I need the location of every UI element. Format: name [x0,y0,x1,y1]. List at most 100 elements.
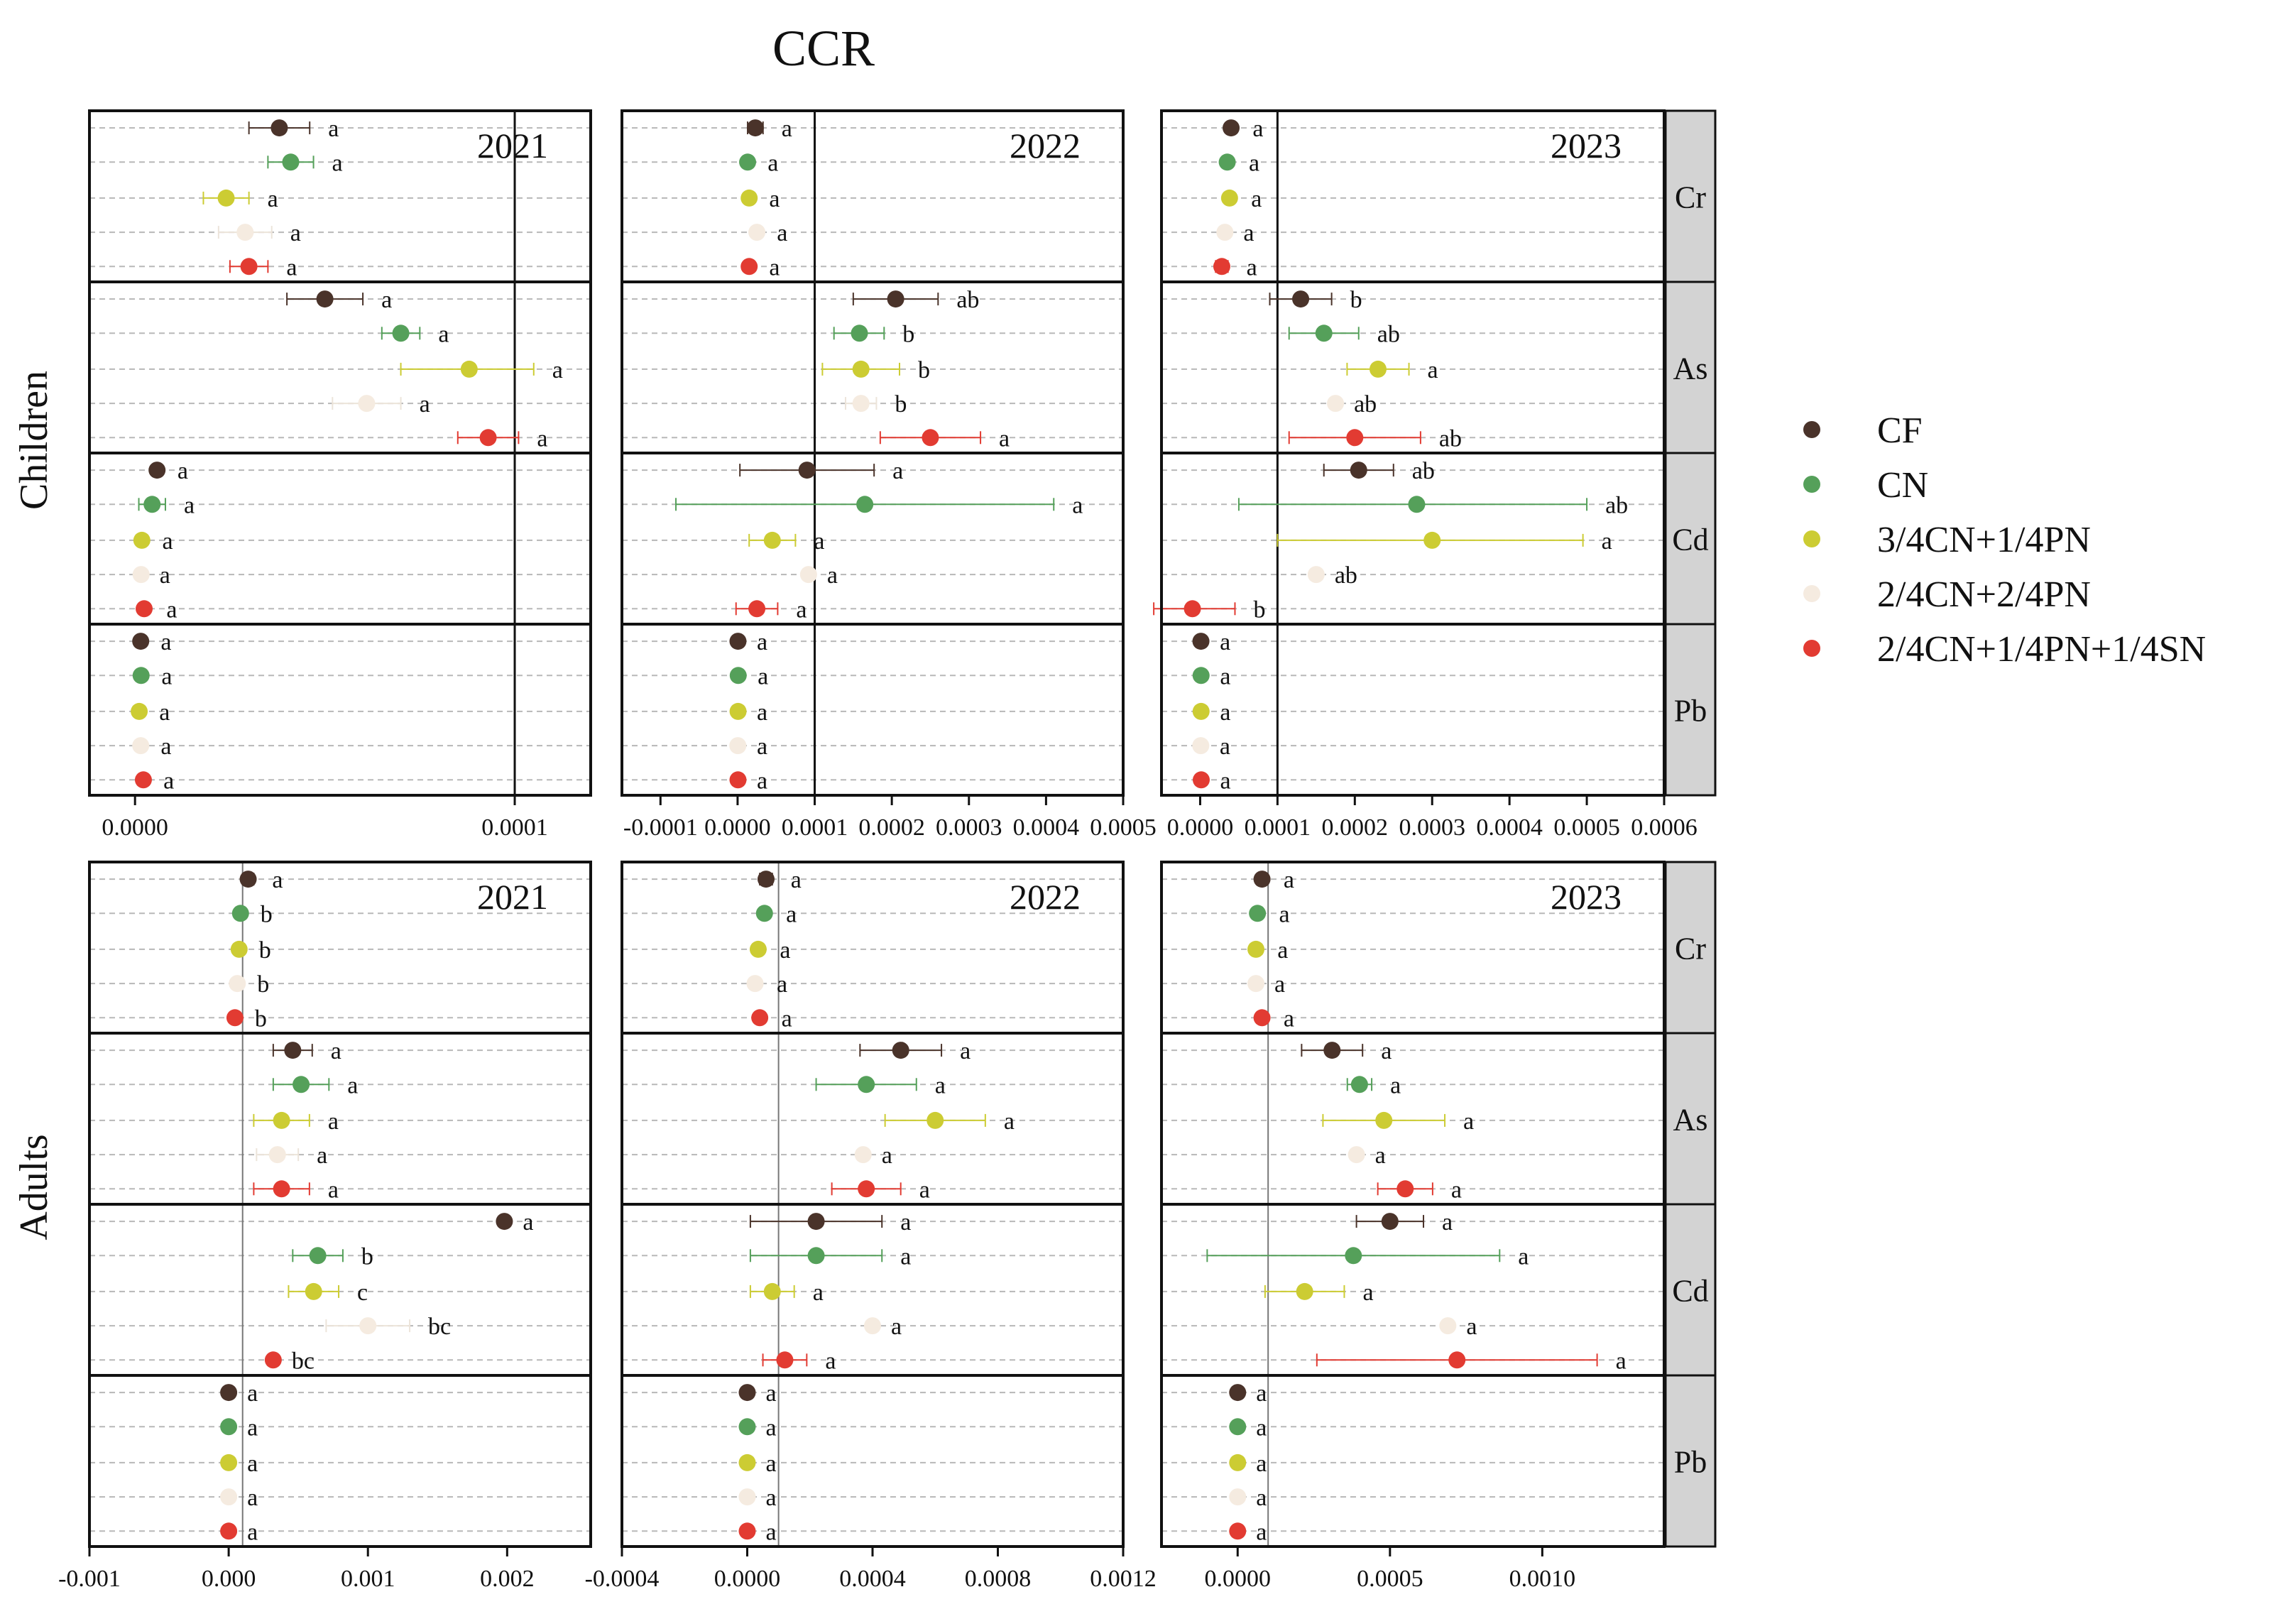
point-2-4cn-1-4pn-1-4sn [479,429,497,447]
point-2-4cn-2-4pn [1439,1317,1457,1335]
panel-frame [1160,109,1666,797]
panel-year-label: 2022 [1010,126,1081,165]
significance-letter: a [1004,1108,1015,1135]
point-2-4cn-1-4pn-1-4sn [1253,1009,1271,1027]
point-2-4cn-1-4pn-1-4sn [134,771,152,789]
x-tick-label: 0.0005 [1090,814,1157,841]
point-2-4cn-2-4pn [746,975,764,993]
point-cn [1218,153,1236,171]
point-2-4cn-1-4pn-1-4sn [1396,1180,1414,1198]
point-2-4cn-2-4pn [1307,566,1325,584]
point-cf [892,1042,909,1059]
row-label-adults: Adults [12,1134,56,1240]
x-tick-label: 0.0003 [936,814,1002,841]
significance-letter: b [902,321,914,347]
point-2-4cn-1-4pn-1-4sn [264,1351,282,1369]
point-2-4cn-2-4pn [132,737,150,755]
point-2-4cn-1-4pn-1-4sn [748,600,766,618]
significance-letter: a [381,287,392,313]
significance-letter: a [758,663,768,689]
point-3-4cn-1-4pn [217,189,235,207]
figure-title: CCR [772,20,875,77]
strip-label-as: As [1673,1103,1708,1138]
significance-letter: a [766,1451,777,1477]
x-tick-label: -0.0004 [585,1566,660,1592]
significance-letter: a [782,1005,792,1032]
legend-label-1: CN [1877,465,1928,506]
point-cf [738,1384,756,1402]
legend-swatch-4 [1803,640,1820,657]
point-3-4cn-1-4pn [729,702,747,720]
significance-letter: a [825,1348,836,1374]
significance-letter: a [780,937,790,964]
point-cn [282,153,300,171]
significance-letter: a [1466,1314,1477,1340]
strip-label-cr: Cr [1675,932,1706,966]
significance-letter: a [268,186,278,212]
point-2-4cn-2-4pn [1247,975,1265,993]
significance-letter: ab [1605,492,1628,518]
point-cn [143,496,161,513]
significance-letter: b [1253,596,1265,623]
x-tick-label: 0.0000 [1167,814,1234,841]
point-3-4cn-1-4pn [305,1282,322,1300]
point-cn [1408,496,1426,513]
point-cn [1249,905,1267,922]
significance-letter: a [1279,901,1289,927]
significance-letter: c [357,1280,368,1306]
significance-letter: ab [1412,458,1435,484]
significance-letter: a [796,596,807,623]
point-2-4cn-1-4pn-1-4sn [1213,258,1230,276]
point-3-4cn-1-4pn [220,1453,238,1471]
point-cn [309,1247,327,1265]
x-tick-label: 0.0000 [704,814,771,841]
strip-as [1664,1032,1717,1206]
point-cn [231,905,249,922]
significance-letter: a [317,1142,327,1169]
point-2-4cn-1-4pn-1-4sn [776,1351,794,1369]
strip-label-cd: Cd [1672,1274,1708,1309]
point-2-4cn-2-4pn [854,1146,872,1164]
significance-letter: a [328,1108,339,1135]
significance-letter: a [1463,1108,1474,1135]
legend-swatch-0 [1803,421,1820,438]
x-tick-label: 0.0004 [839,1566,906,1592]
point-cf [1223,119,1240,137]
point-2-4cn-1-4pn-1-4sn [226,1009,244,1027]
significance-letter: a [1220,768,1231,794]
point-2-4cn-2-4pn [864,1317,881,1335]
point-3-4cn-1-4pn [1296,1282,1313,1300]
point-2-4cn-2-4pn [729,737,747,755]
significance-letter: b [259,937,271,964]
strip-pb [1664,623,1717,797]
point-3-4cn-1-4pn [133,531,151,549]
point-2-4cn-2-4pn [229,975,246,993]
point-2-4cn-2-4pn [738,1488,756,1506]
x-tick-label: 0.0004 [1476,814,1543,841]
point-cf [1253,871,1271,888]
significance-letter: b [1350,287,1362,313]
point-cf [1292,290,1310,308]
x-tick-label: 0.0004 [1013,814,1080,841]
significance-letter: ab [1354,391,1377,418]
significance-letter: a [882,1142,892,1169]
legend-label-0: CF [1877,410,1923,451]
significance-letter: a [1362,1280,1373,1306]
strip-label-cr: Cr [1675,180,1706,215]
significance-letter: a [1451,1177,1462,1203]
significance-letter: a [892,458,903,484]
point-2-4cn-2-4pn [1216,224,1234,241]
point-2-4cn-2-4pn [1229,1488,1247,1506]
point-2-4cn-2-4pn [359,1317,377,1335]
significance-letter: a [900,1243,911,1270]
significance-letter: ab [956,287,979,313]
